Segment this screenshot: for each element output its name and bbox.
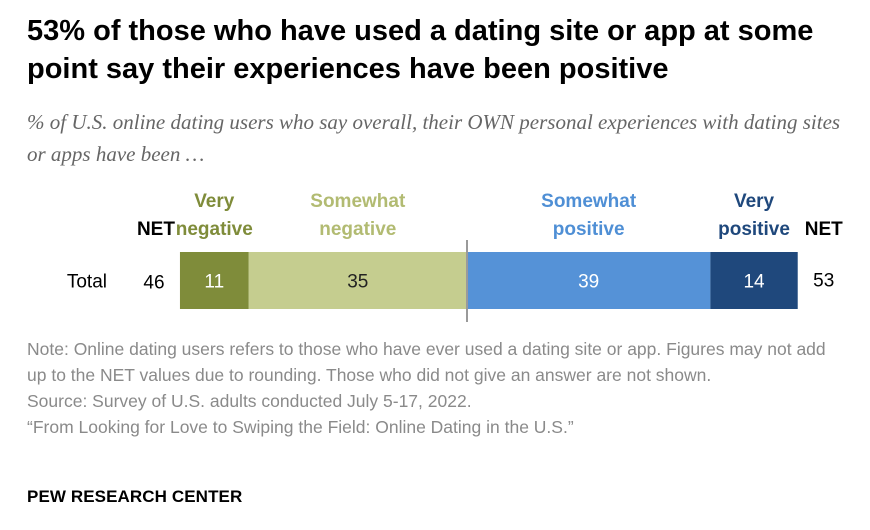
series-label: Somewhat [310,191,406,212]
bar-segment [179,252,249,309]
series-label: negative [319,219,396,240]
net-positive-value: 53 [813,271,834,292]
net-positive-header: NET [805,219,843,240]
source-text: Source: Survey of U.S. adults conducted … [27,391,472,411]
note-text: Note: Online dating users refers to thos… [27,339,826,385]
series-label: Very [734,191,775,212]
bar-segment [248,252,467,309]
series-label: negative [176,219,253,240]
chart-title: 53% of those who have used a dating site… [27,15,814,85]
bar-segment [710,252,798,309]
net-negative-value: 46 [143,273,164,294]
publisher-logo-text: PEW RESEARCH CENTER [27,487,243,506]
series-label: Very [194,191,235,212]
bar-value-label: 39 [578,272,599,293]
category-label: Total [67,272,107,293]
bar-value-label: 11 [204,272,224,293]
chart-subtitle: % of U.S. online dating users who say ov… [27,110,841,166]
bar-value-label: 14 [743,272,765,293]
chart-notes: Note: Online dating users refers to thos… [27,336,847,440]
bar-segment [467,252,711,309]
bar-value-label: 35 [347,272,368,293]
series-label: Somewhat [541,191,637,212]
diverging-bar-chart: Total 35 Somewhat negative 11 Very negative 39 S… [67,191,843,322]
report-title-text: “From Looking for Love to Swiping the Fi… [27,417,574,437]
series-label: positive [718,219,790,240]
series-label: positive [553,219,625,240]
net-negative-header: NET [137,219,175,240]
